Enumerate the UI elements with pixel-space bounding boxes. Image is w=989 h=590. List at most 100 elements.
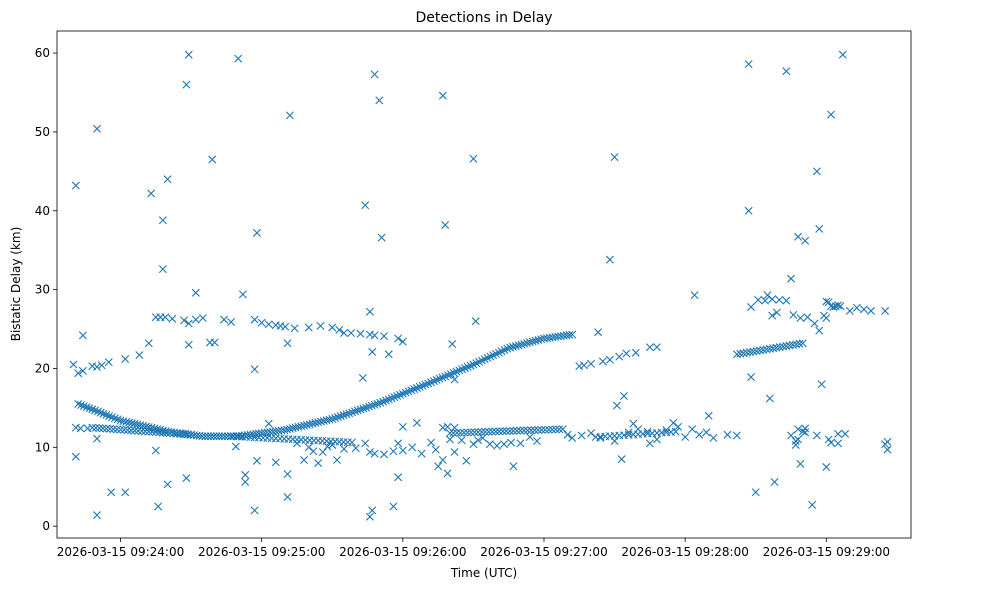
detection-point bbox=[408, 443, 417, 452]
detection-point bbox=[163, 175, 172, 184]
track-point bbox=[558, 425, 567, 434]
detection-point bbox=[361, 439, 370, 448]
track-point bbox=[418, 381, 427, 390]
detection-point bbox=[180, 316, 189, 325]
detection-point bbox=[803, 313, 812, 322]
detection-point bbox=[168, 314, 177, 323]
track-point bbox=[348, 408, 357, 417]
detection-point bbox=[791, 440, 800, 449]
detection-point bbox=[587, 359, 596, 368]
track-point bbox=[742, 348, 751, 357]
detection-point bbox=[252, 456, 261, 465]
detection-point bbox=[375, 96, 384, 105]
track-point bbox=[390, 393, 399, 402]
track-point bbox=[424, 379, 433, 388]
y-tick-label: 60 bbox=[35, 46, 50, 60]
detection-point bbox=[474, 436, 483, 445]
track-point bbox=[387, 394, 396, 403]
detection-point bbox=[867, 306, 875, 315]
chart-title: Detections in Delay bbox=[415, 10, 552, 26]
detection-point bbox=[624, 428, 633, 437]
track-point bbox=[176, 429, 185, 438]
detection-point bbox=[389, 447, 398, 456]
detection-point bbox=[154, 502, 163, 511]
detection-point bbox=[509, 462, 518, 471]
track-point bbox=[123, 426, 132, 435]
detection-point bbox=[859, 305, 868, 314]
track-point bbox=[198, 432, 207, 441]
detection-point bbox=[93, 362, 101, 371]
detection-point bbox=[812, 167, 821, 176]
track-point bbox=[218, 432, 227, 441]
detection-point bbox=[250, 365, 259, 374]
detection-point bbox=[747, 302, 756, 311]
detection-point bbox=[782, 296, 791, 305]
track-point bbox=[509, 426, 518, 435]
detection-point bbox=[227, 432, 236, 441]
detection-point bbox=[801, 428, 810, 437]
track-point bbox=[782, 342, 791, 350]
track-point bbox=[328, 414, 337, 423]
detection-point bbox=[612, 401, 621, 410]
detection-point bbox=[768, 295, 777, 304]
detection-point bbox=[643, 427, 652, 436]
track-point bbox=[212, 432, 221, 441]
track-point bbox=[455, 366, 464, 375]
track-point bbox=[98, 424, 107, 433]
detection-point bbox=[834, 301, 843, 310]
detection-point bbox=[532, 437, 541, 446]
track-point bbox=[353, 406, 362, 415]
detection-point bbox=[834, 439, 843, 448]
detection-point bbox=[78, 366, 87, 375]
detection-point bbox=[271, 458, 280, 467]
detection-point bbox=[462, 456, 471, 465]
detection-point bbox=[231, 442, 240, 451]
detection-point bbox=[184, 50, 193, 59]
track-point bbox=[364, 402, 373, 411]
detection-point bbox=[577, 431, 586, 440]
detection-point bbox=[594, 328, 603, 337]
detection-point bbox=[744, 206, 753, 215]
x-tick-label: 2026-03-15 09:25:00 bbox=[198, 545, 325, 559]
detection-point bbox=[796, 459, 805, 468]
detection-point bbox=[883, 445, 892, 454]
track-point bbox=[795, 339, 804, 348]
track-point bbox=[144, 427, 153, 436]
detection-point bbox=[377, 233, 386, 242]
track-point bbox=[421, 380, 430, 389]
detection-point bbox=[732, 431, 741, 440]
track-point bbox=[749, 347, 758, 356]
detection-point bbox=[829, 302, 838, 311]
track-point bbox=[460, 364, 469, 373]
detection-point bbox=[695, 430, 704, 439]
track-point bbox=[755, 346, 764, 355]
detection-point bbox=[834, 429, 843, 438]
track-point bbox=[99, 409, 108, 418]
x-tick-label: 2026-03-15 09:29:00 bbox=[763, 545, 890, 559]
detection-point bbox=[801, 236, 810, 245]
y-tick-label: 30 bbox=[35, 283, 50, 297]
detection-point bbox=[135, 351, 144, 360]
plot-area-frame bbox=[56, 30, 912, 539]
detection-point bbox=[398, 337, 407, 346]
track-point bbox=[445, 429, 454, 438]
track-point bbox=[376, 398, 385, 407]
detection-point bbox=[754, 295, 763, 304]
detection-point bbox=[370, 70, 379, 79]
detection-point bbox=[443, 469, 452, 478]
detection-point bbox=[340, 329, 349, 337]
detection-point bbox=[836, 302, 845, 311]
track-point bbox=[348, 438, 357, 447]
track-point bbox=[325, 415, 334, 424]
detection-point bbox=[370, 331, 379, 340]
detection-point bbox=[563, 430, 572, 439]
detection-point bbox=[765, 394, 774, 403]
detection-point bbox=[579, 361, 588, 370]
track-point bbox=[116, 425, 125, 434]
detection-point bbox=[281, 322, 290, 331]
track-point bbox=[548, 425, 557, 434]
track-point bbox=[105, 424, 114, 433]
detection-point bbox=[652, 343, 661, 352]
detection-point bbox=[723, 430, 732, 439]
track-point bbox=[530, 426, 539, 435]
